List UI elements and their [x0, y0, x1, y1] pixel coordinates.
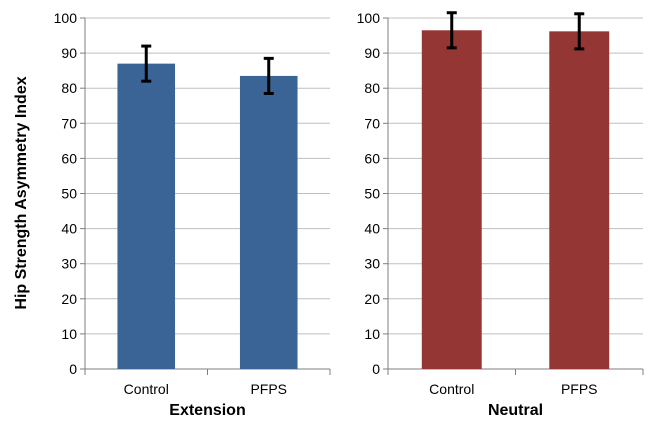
y-axis-title: Hip Strength Asymmetry Index: [13, 76, 30, 309]
x-tick-label: Control: [124, 381, 169, 397]
bar-pfps: [239, 75, 298, 369]
y-tick-label: 20: [364, 291, 380, 307]
y-tick-label: 20: [61, 291, 77, 307]
y-tick-label: 0: [69, 361, 77, 377]
y-tick-label: 90: [61, 45, 77, 61]
y-tick-label: 40: [364, 221, 380, 237]
x-tick-label: PFPS: [250, 381, 287, 397]
bar-pfps: [549, 31, 610, 369]
y-tick-label: 90: [364, 45, 380, 61]
y-tick-label: 0: [372, 361, 380, 377]
y-tick-label: 10: [61, 326, 77, 342]
y-tick-label: 100: [54, 10, 78, 26]
y-tick-label: 30: [364, 256, 380, 272]
y-tick-label: 50: [364, 186, 380, 202]
y-tick-label: 80: [364, 80, 380, 96]
x-tick-label: Control: [429, 381, 474, 397]
panel-neutral: 0 10 20 30 40 50 60 70 80 90 100 Control PFPS Neutral: [357, 10, 644, 419]
x-axis-title: Neutral: [488, 402, 543, 419]
y-tick-label: 50: [61, 186, 77, 202]
bar-control: [421, 30, 482, 369]
y-tick-label: 60: [61, 150, 77, 166]
panel-extension: 0 10 20 30 40 50 60 70 80 90 100 Control PFPS Extensi…: [54, 10, 331, 419]
y-tick-label: 70: [61, 115, 77, 131]
y-tick-label: 40: [61, 221, 77, 237]
y-tick-label: 10: [364, 326, 380, 342]
y-tick-label: 100: [357, 10, 381, 26]
y-tick-label: 60: [364, 150, 380, 166]
bar-control: [117, 63, 176, 369]
y-tick-label: 80: [61, 80, 77, 96]
x-tick-label: PFPS: [561, 381, 598, 397]
y-tick-label: 30: [61, 256, 77, 272]
x-axis-title: Extension: [169, 402, 245, 419]
y-tick-label: 70: [364, 115, 380, 131]
